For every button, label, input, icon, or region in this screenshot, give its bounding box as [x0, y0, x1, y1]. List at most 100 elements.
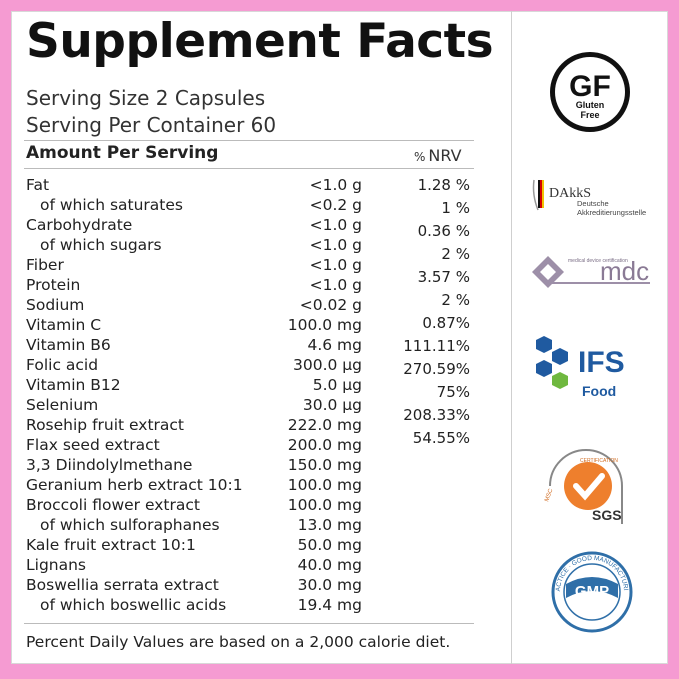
nutrient-row: Folic acid 300.0 µg: [26, 356, 366, 376]
nutrient-name: Kale fruit extract 10:1: [26, 536, 196, 554]
nutrient-amount: 30.0 mg: [297, 576, 362, 594]
nutrient-name: Boswellia serrata extract: [26, 576, 219, 594]
svg-text:medical device certification: medical device certification: [568, 258, 628, 264]
nutrient-amount: <1.0 g: [309, 176, 362, 194]
nutrient-row: Sodium <0.02 g: [26, 296, 366, 316]
nutrient-name: of which boswellic acids: [40, 596, 227, 614]
nutrient-name: Flax seed extract: [26, 436, 160, 454]
svg-text:GMP: GMP: [575, 583, 609, 600]
nutrient-name: Geranium herb extract 10:1: [26, 476, 243, 494]
nrv-value: 54.55%: [412, 429, 470, 447]
nutrient-name: Lignans: [26, 556, 87, 574]
nutrient-name: of which saturates: [40, 196, 183, 214]
nrv-value: 2 %: [441, 245, 470, 263]
nrv-value: 1.28 %: [417, 176, 470, 194]
svg-text:SGS: SGS: [592, 507, 622, 523]
nutrient-row: Carbohydrate <1.0 g: [26, 216, 366, 236]
logo-column-divider: [511, 11, 512, 664]
svg-text:GF: GF: [569, 70, 611, 103]
nutrient-amount: <1.0 g: [309, 256, 362, 274]
nutrient-row: Lignans 40.0 mg: [26, 556, 366, 576]
footer-divider: [24, 623, 474, 624]
nutrient-amount: 40.0 mg: [297, 556, 362, 574]
nrv-value: 0.36 %: [417, 222, 470, 240]
svg-text:Gluten: Gluten: [576, 100, 605, 110]
nutrient-row: of which saturates <0.2 g: [26, 196, 366, 216]
nutrient-row: Selenium 30.0 µg: [26, 396, 366, 416]
svg-text:IFS: IFS: [578, 346, 625, 379]
svg-text:mdc: mdc: [600, 256, 649, 286]
nutrient-row: Flax seed extract 200.0 mg: [26, 436, 366, 456]
nutrient-row: Vitamin B6 4.6 mg: [26, 336, 366, 356]
svg-text:CERTIFICATION: CERTIFICATION: [580, 458, 618, 464]
nutrient-amount: 100.0 mg: [287, 316, 362, 334]
sgs-logo: CERTIFICATION MSC SGS: [544, 449, 623, 524]
ifs-food-logo: IFS Food: [536, 336, 625, 399]
page-title: Supplement Facts: [26, 14, 494, 69]
nutrient-name: Sodium: [26, 296, 85, 314]
svg-text:Deutsche: Deutsche: [577, 199, 609, 208]
gluten-free-logo: GF Gluten Free: [550, 52, 630, 132]
nutrient-name: Vitamin B12: [26, 376, 121, 394]
nutrient-row: Geranium herb extract 10:1 100.0 mg: [26, 476, 366, 496]
nutrient-amount: 5.0 µg: [312, 376, 362, 394]
table-divider: [24, 168, 474, 169]
gmp-logo: GMP PRACTICE · GOOD MANUFACTURING: [550, 550, 633, 633]
dakks-logo: DAkkS Deutsche Akkreditierungsstelle: [532, 179, 646, 217]
nutrient-amount: 100.0 mg: [287, 476, 362, 494]
nutrient-amount: 13.0 mg: [297, 516, 362, 534]
nutrient-amount: 300.0 µg: [292, 356, 362, 374]
nutrient-amount: 100.0 mg: [287, 496, 362, 514]
nutrient-amount: 222.0 mg: [287, 416, 362, 434]
nutrient-amount: <1.0 g: [309, 216, 362, 234]
nutrient-row: Broccoli flower extract 100.0 mg: [26, 496, 366, 516]
nutrient-name: Selenium: [26, 396, 99, 414]
nrv-value: 208.33%: [403, 406, 470, 424]
servings-per-container: Serving Per Container 60: [26, 113, 277, 137]
nutrient-amount: <0.02 g: [299, 296, 362, 314]
nutrient-name: Broccoli flower extract: [26, 496, 200, 514]
nutrient-amount: <1.0 g: [309, 236, 362, 254]
nutrient-row: Kale fruit extract 10:1 50.0 mg: [26, 536, 366, 556]
nutrient-name: Folic acid: [26, 356, 99, 374]
nutrient-amount: 200.0 mg: [287, 436, 362, 454]
supplement-facts-panel: [11, 11, 668, 664]
nutrient-amount: 19.4 mg: [297, 596, 362, 614]
svg-text:Akkreditierungsstelle: Akkreditierungsstelle: [577, 208, 646, 217]
nutrient-row: of which boswellic acids 19.4 mg: [26, 596, 366, 616]
nutrient-row: Protein <1.0 g: [26, 276, 366, 296]
nrv-list: 1.28 % 1 % 0.36 % 2 % 3.57 % 2 % 0.87% 111.11% 2…: [370, 176, 470, 452]
nutrient-amount: <0.2 g: [309, 196, 362, 214]
nrv-value: 3.57 %: [417, 268, 470, 286]
nutrient-row: Fat <1.0 g: [26, 176, 366, 196]
nrv-header: % NRV: [414, 146, 462, 165]
header-divider: [24, 140, 474, 141]
mdc-logo: medical device certification mdc: [532, 256, 650, 288]
nrv-value: 1 %: [441, 199, 470, 217]
nutrient-name: 3,3 Diindolylmethane: [26, 456, 193, 474]
nutrient-amount: 30.0 µg: [302, 396, 362, 414]
nutrient-amount: 50.0 mg: [297, 536, 362, 554]
nutrient-row: Vitamin B12 5.0 µg: [26, 376, 366, 396]
nrv-value: 2 %: [441, 291, 470, 309]
nutrient-name: of which sulforaphanes: [40, 516, 220, 534]
nutrient-name: Vitamin C: [26, 316, 102, 334]
nrv-value: 75%: [436, 383, 470, 401]
nutrient-row: Boswellia serrata extract 30.0 mg: [26, 576, 366, 596]
amount-per-serving-header: Amount Per Serving: [26, 143, 219, 163]
nutrient-name: Protein: [26, 276, 81, 294]
nutrient-name: of which sugars: [40, 236, 162, 254]
nutrient-amount: 4.6 mg: [307, 336, 362, 354]
nutrient-name: Carbohydrate: [26, 216, 133, 234]
svg-text:DAkkS: DAkkS: [549, 186, 591, 201]
nutrient-name: Fiber: [26, 256, 64, 274]
serving-size: Serving Size 2 Capsules: [26, 86, 266, 110]
nutrient-row: Fiber <1.0 g: [26, 256, 366, 276]
nutrient-name: Vitamin B6: [26, 336, 111, 354]
nutrient-row: Rosehip fruit extract 222.0 mg: [26, 416, 366, 436]
nutrient-row: of which sulforaphanes 13.0 mg: [26, 516, 366, 536]
nrv-value: 0.87%: [422, 314, 470, 332]
nutrient-name: Rosehip fruit extract: [26, 416, 185, 434]
nutrient-amount: <1.0 g: [309, 276, 362, 294]
svg-text:Free: Free: [580, 110, 599, 120]
